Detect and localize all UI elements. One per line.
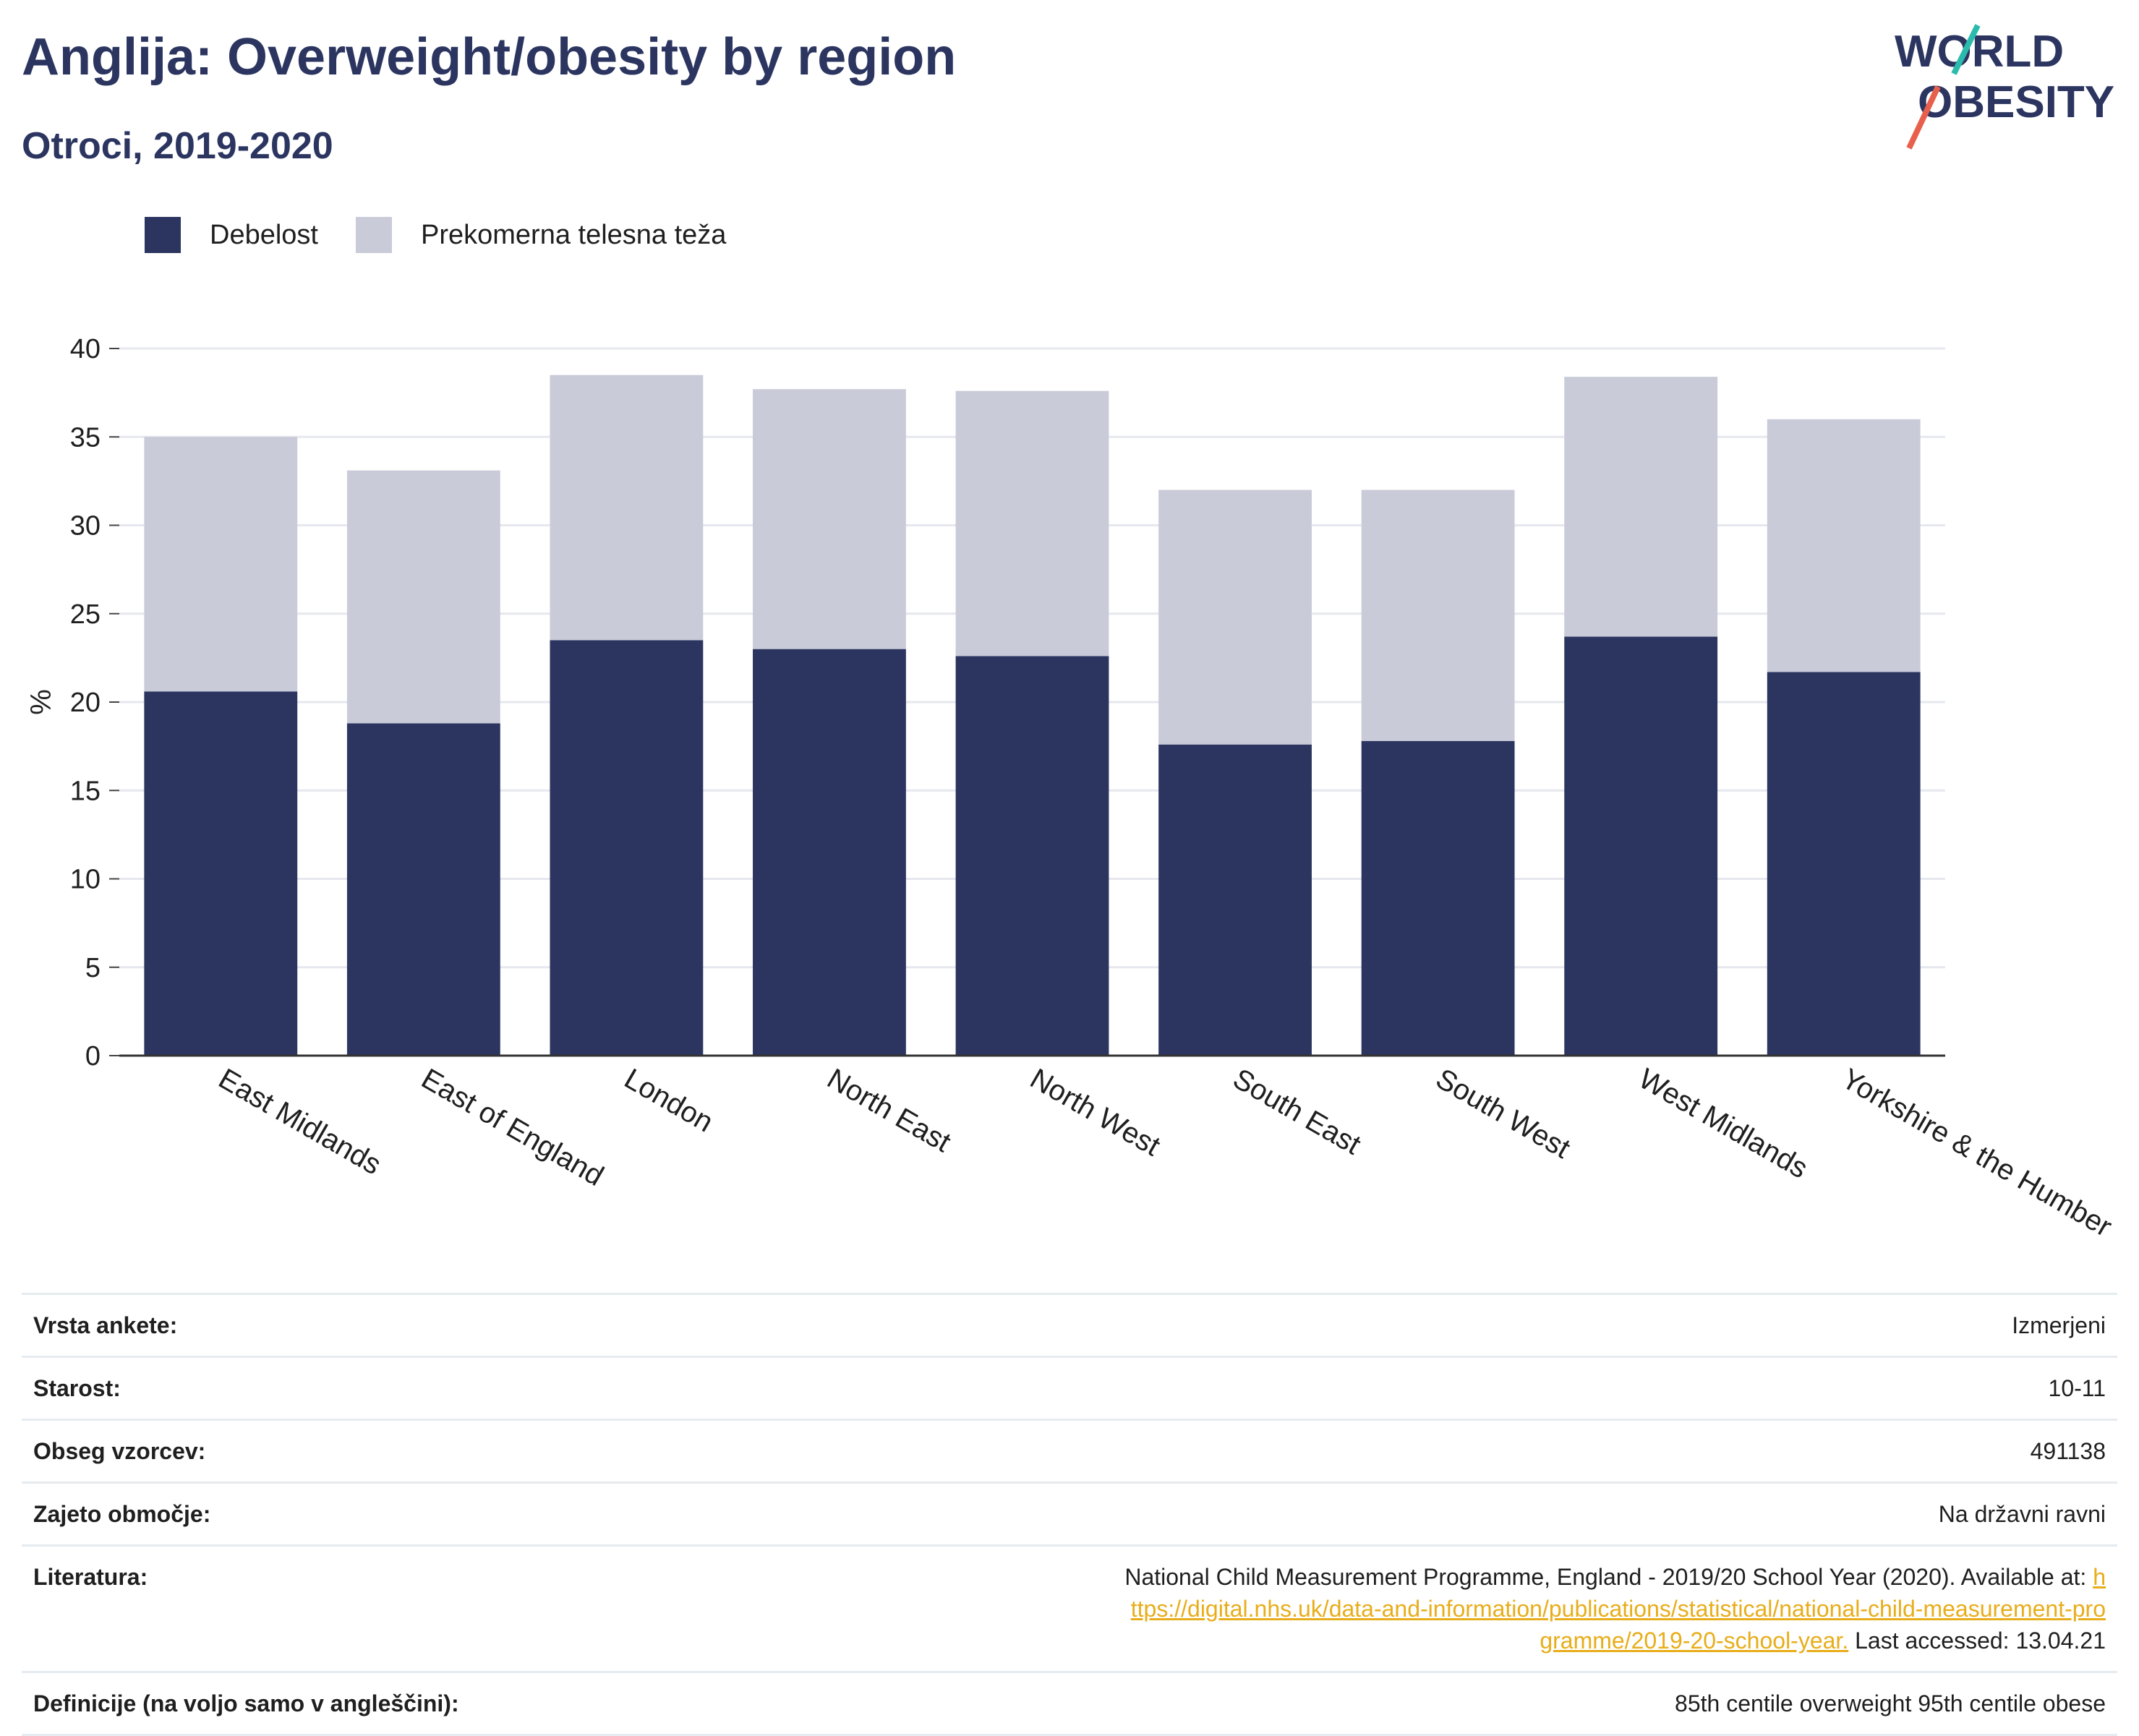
bar-obesity xyxy=(346,723,500,1056)
info-key: Obseg vzorcev: xyxy=(22,1419,471,1483)
info-key: Vrsta ankete: xyxy=(22,1293,471,1357)
y-axis-label: % xyxy=(25,689,57,715)
info-key: Literatura: xyxy=(22,1544,471,1672)
bar-obesity xyxy=(550,640,704,1056)
y-tick-label: 25 xyxy=(70,599,101,630)
x-tick-label: North East xyxy=(822,1063,957,1159)
reference-link[interactable]: https://digital.nhs.uk/data-and-informat… xyxy=(1130,1564,2106,1654)
page-title: Anglija: Overweight/obesity by region xyxy=(22,28,957,86)
bar-overweight xyxy=(144,437,298,692)
y-tick-label: 10 xyxy=(70,865,101,895)
bar-overweight xyxy=(346,470,500,724)
x-tick-label: West Midlands xyxy=(1634,1063,1814,1185)
y-tick-label: 15 xyxy=(70,776,101,806)
logo-line1: WORLD xyxy=(1895,27,2064,77)
logo-accent-teal xyxy=(1951,24,1981,75)
x-tick-label: East of England xyxy=(416,1063,609,1192)
info-row-age: Starost: 10-11 xyxy=(22,1356,2117,1420)
x-tick-label: Yorkshire & the Humber xyxy=(1836,1063,2117,1244)
info-row-survey-type: Vrsta ankete: Izmerjeni xyxy=(22,1293,2117,1357)
info-key: Zajeto območje: xyxy=(22,1481,471,1546)
bar-overweight xyxy=(1767,419,1921,672)
bar-obesity xyxy=(1158,744,1312,1056)
legend-swatch-obesity xyxy=(145,217,181,253)
info-row-sample-size: Obseg vzorcev: 491138 xyxy=(22,1419,2117,1483)
bar-overweight xyxy=(1564,377,1718,637)
reference-accessed: Last accessed: 13.04.21 xyxy=(1848,1628,2106,1654)
info-row-reference: Literatura: National Child Measurement P… xyxy=(22,1544,2117,1672)
info-row-definitions: Definicije (na voljo samo v angleščini):… xyxy=(22,1671,2117,1736)
bar-overweight xyxy=(753,389,906,649)
y-tick-label: 30 xyxy=(70,511,101,542)
x-tick-label: South West xyxy=(1430,1063,1575,1165)
bar-obesity xyxy=(1564,636,1718,1056)
bar-overweight xyxy=(1158,489,1312,745)
y-tick-label: 35 xyxy=(70,422,101,453)
bar-overweight xyxy=(1361,489,1515,741)
page-subtitle: Otroci, 2019-2020 xyxy=(22,125,333,167)
info-value: 10-11 xyxy=(470,1356,2117,1420)
x-tick-label: London xyxy=(619,1063,719,1139)
reference-text: National Child Measurement Programme, En… xyxy=(1124,1564,2093,1590)
legend-label-overweight: Prekomerna telesna teža xyxy=(420,219,727,250)
info-value: Na državni ravni xyxy=(470,1481,2117,1546)
logo-line2: OBESITY xyxy=(1918,77,2114,127)
bar-overweight xyxy=(955,390,1109,657)
world-obesity-logo: WORLD OBESITY xyxy=(1895,24,2114,150)
info-value: Izmerjeni xyxy=(470,1293,2117,1357)
bar-obesity xyxy=(1361,740,1515,1056)
y-tick-label: 5 xyxy=(85,953,101,983)
stacked-bar-chart: 0 5 10 15 20 25 30 35 40% East Midlands East of En… xyxy=(25,334,2117,1244)
y-tick-label: 20 xyxy=(70,688,101,718)
y-tick-label: 40 xyxy=(70,334,101,364)
logo-accent-coral xyxy=(1906,85,1941,150)
bar-obesity xyxy=(1767,672,1921,1056)
survey-info-table: Vrsta ankete: Izmerjeni Starost: 10-11 O… xyxy=(22,1293,2117,1736)
bar-overweight xyxy=(550,375,704,641)
legend-swatch-overweight xyxy=(355,217,392,253)
x-tick-label: South East xyxy=(1228,1063,1366,1161)
chart-legend: Debelost Prekomerna telesna teža xyxy=(145,217,764,253)
info-value: 491138 xyxy=(470,1419,2117,1483)
info-key: Starost: xyxy=(22,1356,471,1420)
info-key: Definicije (na voljo samo v angleščini): xyxy=(22,1671,471,1736)
x-tick-label: North West xyxy=(1025,1063,1166,1163)
bar-obesity xyxy=(955,656,1109,1056)
bar-obesity xyxy=(753,649,906,1056)
info-value: 85th centile overweight 95th centile obe… xyxy=(470,1671,2117,1736)
info-row-coverage: Zajeto območje: Na državni ravni xyxy=(22,1481,2117,1546)
legend-label-obesity: Debelost xyxy=(210,219,318,250)
legend-item-overweight[interactable]: Prekomerna telesna teža xyxy=(355,217,727,253)
bar-obesity xyxy=(144,691,298,1056)
y-tick-label: 0 xyxy=(85,1041,101,1072)
info-value: National Child Measurement Programme, En… xyxy=(470,1544,2117,1672)
x-tick-label: East Midlands xyxy=(213,1063,387,1181)
legend-item-obesity[interactable]: Debelost xyxy=(145,217,318,253)
